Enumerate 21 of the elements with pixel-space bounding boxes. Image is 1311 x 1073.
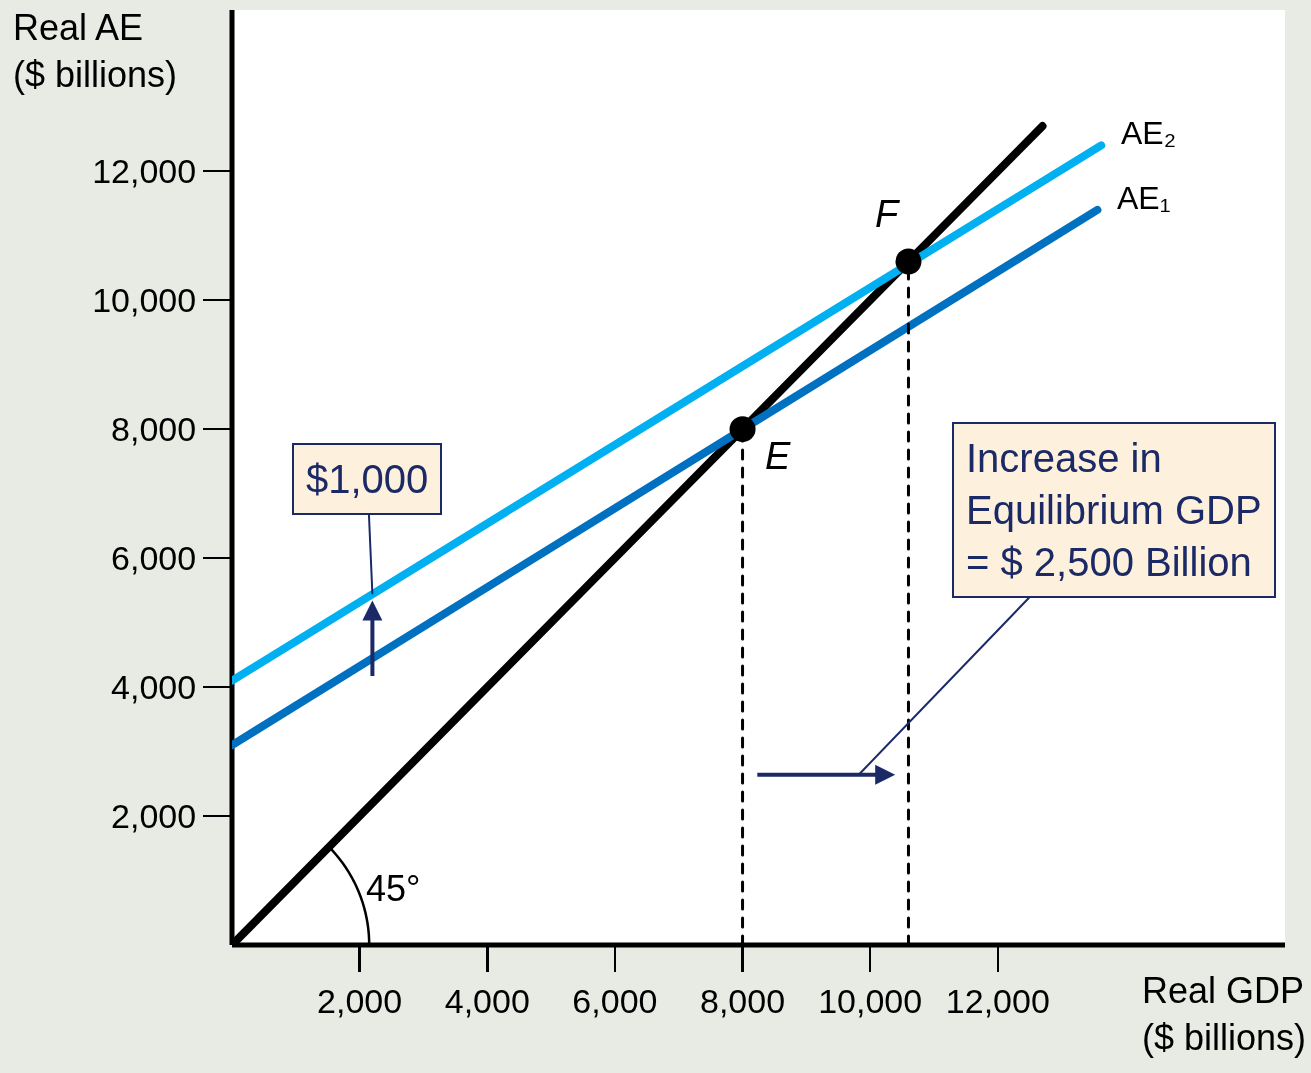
x-tick-label: 10,000	[818, 981, 923, 1020]
x-axis-title: Real GDP ($ billions)	[1142, 970, 1307, 1058]
annotation: $1,000	[306, 457, 429, 501]
y-tick-label: 2,000	[111, 796, 197, 835]
y-tick-label: 6,000	[111, 539, 197, 577]
x-tick-label: 2,000	[317, 981, 403, 1020]
series-label: AE₂	[1121, 115, 1177, 151]
annotation: Increase in Equilibrium GDP = $ 2,500 Billion	[966, 436, 1262, 584]
x-tick-label: 12,000	[945, 981, 1050, 1020]
y-tick-label: 12,000	[92, 152, 197, 191]
annotation: 45°	[366, 868, 421, 909]
x-tick-label: 4,000	[444, 981, 530, 1020]
y-axis-title: Real AE ($ billions)	[13, 7, 178, 95]
y-tick-label: 10,000	[92, 281, 197, 320]
y-tick-label: 4,000	[111, 667, 197, 706]
annotation: F	[875, 193, 900, 235]
y-tick-label: 8,000	[111, 410, 197, 449]
annotation: E	[765, 435, 791, 477]
x-tick-label: 8,000	[700, 981, 786, 1020]
series-label: AE₁	[1117, 180, 1171, 216]
x-tick-label: 6,000	[572, 981, 658, 1020]
